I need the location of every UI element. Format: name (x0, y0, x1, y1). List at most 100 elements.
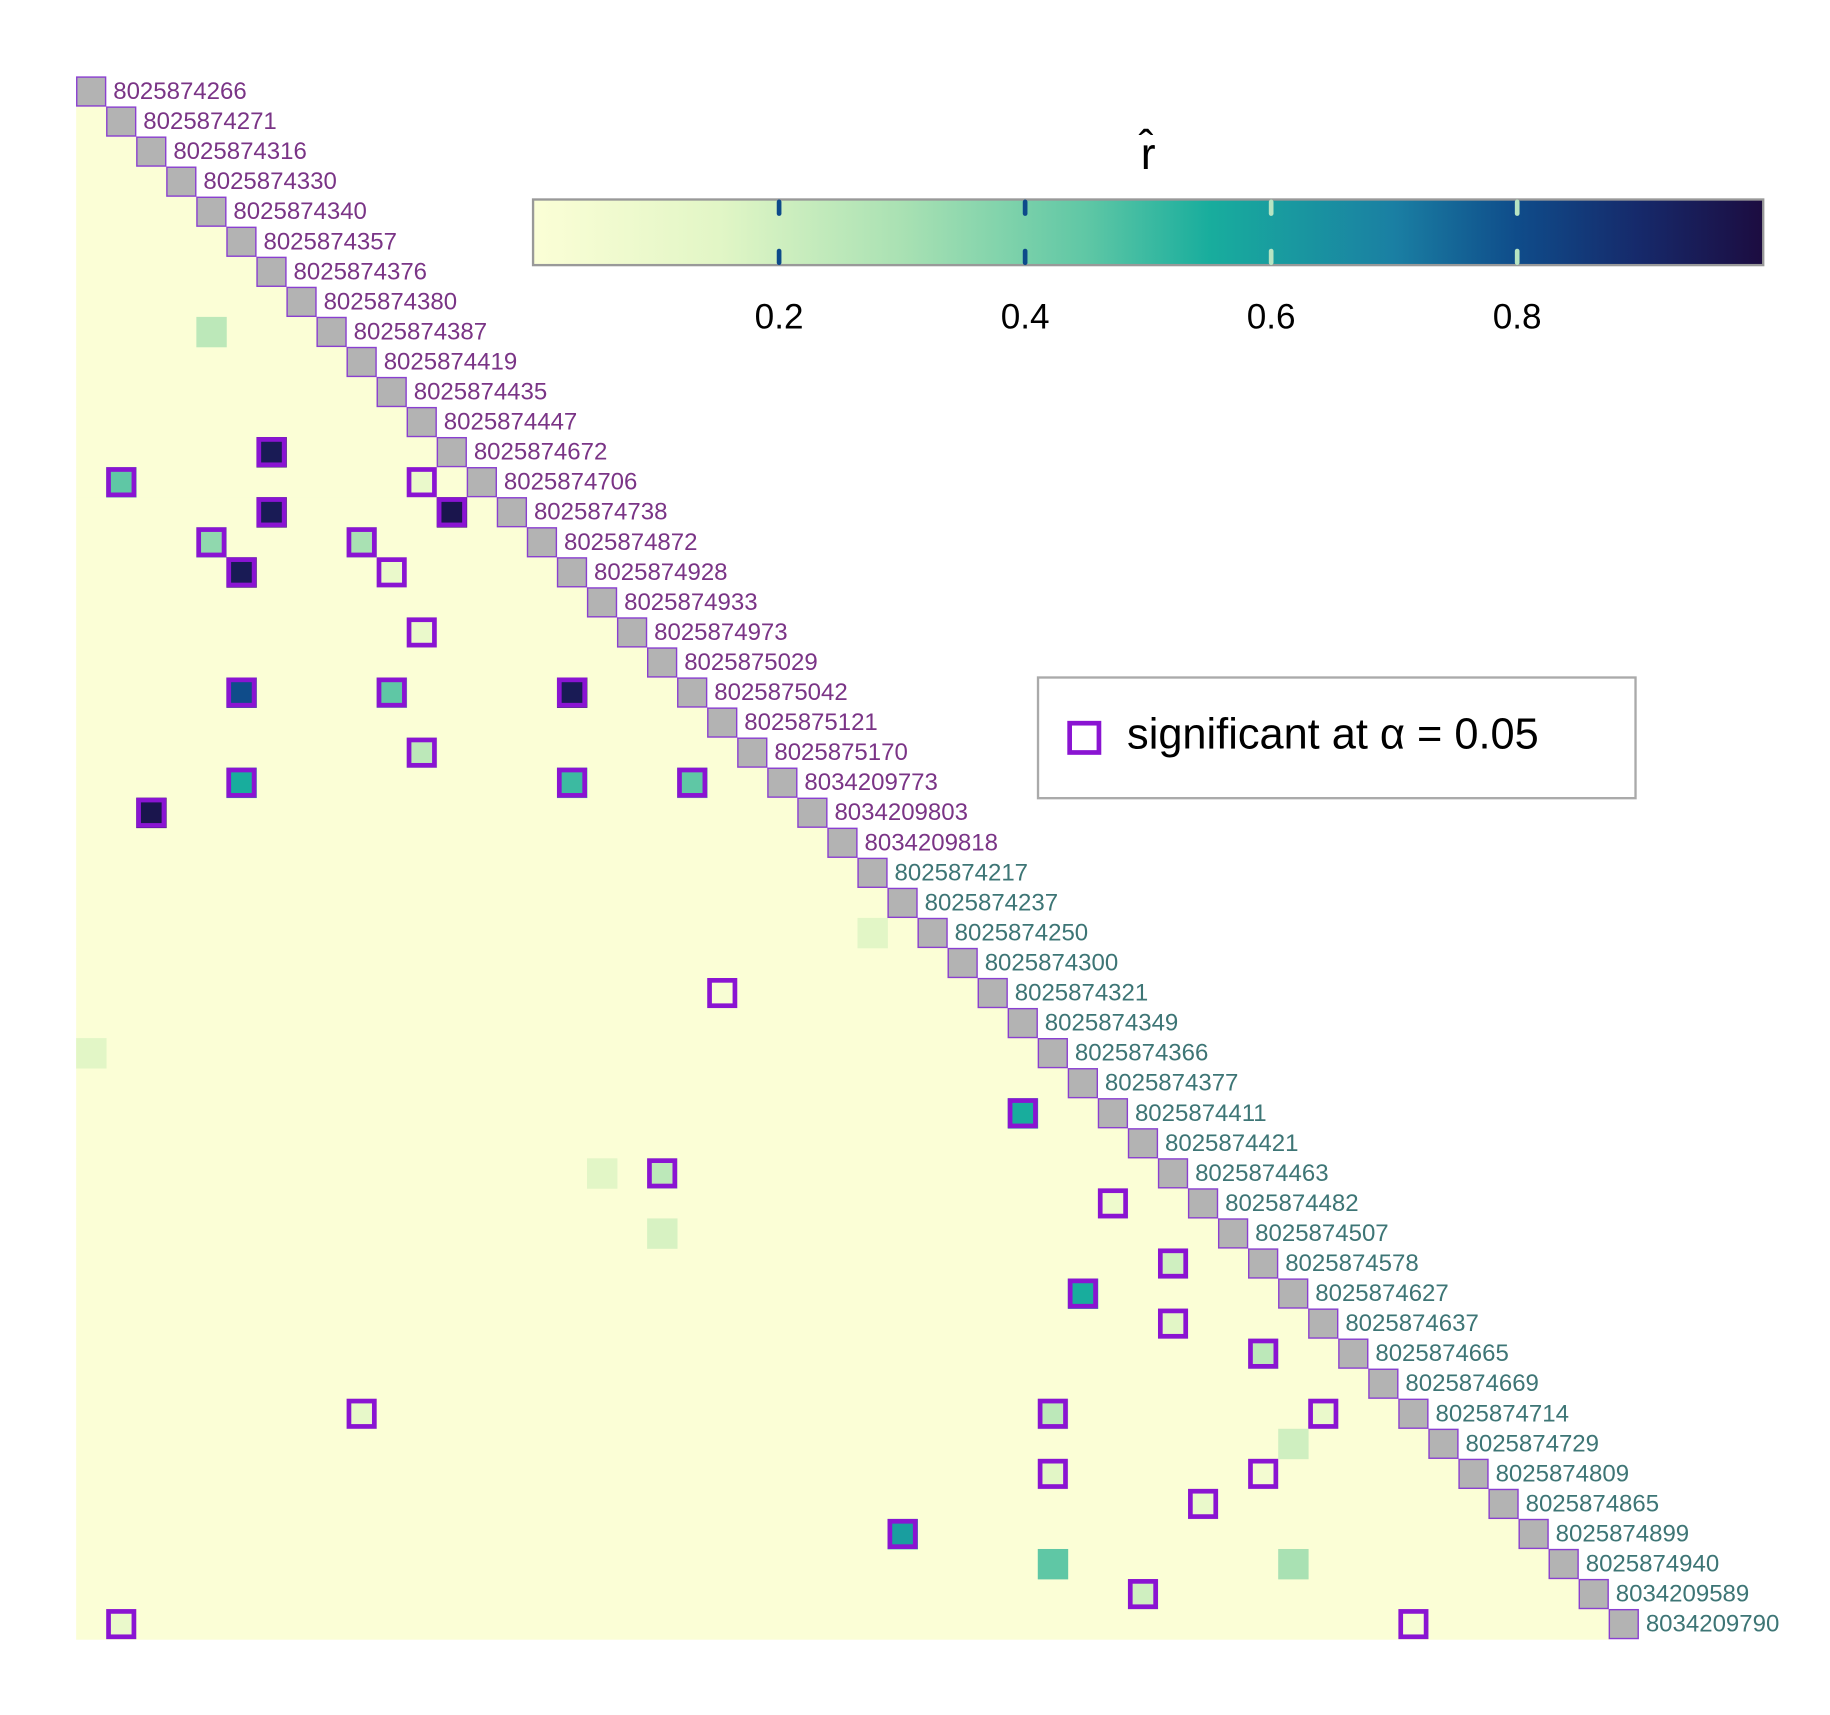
significant-marker (256, 437, 287, 468)
background-row (76, 887, 889, 919)
diagonal-cell (1278, 1278, 1309, 1309)
cell (1097, 1188, 1129, 1219)
background-row (76, 1038, 1039, 1069)
significant-marker (226, 557, 257, 588)
significant-marker (406, 467, 437, 498)
background-row (76, 1548, 1550, 1580)
cell (647, 1158, 678, 1189)
diagonal-cell (1488, 1488, 1519, 1520)
significant-marker (1127, 1579, 1158, 1610)
diagonal-cell (1428, 1428, 1459, 1459)
significant-marker (1308, 1398, 1339, 1429)
cell (196, 527, 227, 558)
significant-marker (406, 737, 437, 768)
row-label: 8025874729 (1466, 1430, 1599, 1457)
row-label: 8025874738 (534, 499, 667, 526)
cell (436, 497, 468, 528)
diagonal-cell (586, 587, 618, 618)
significant-marker (1157, 1248, 1189, 1279)
background-row (76, 1128, 1129, 1159)
background-row (76, 647, 648, 679)
significant-marker (1097, 1188, 1128, 1219)
diagonal-cell (556, 557, 588, 588)
row-label: 8025874872 (564, 529, 697, 556)
cell (346, 527, 378, 558)
background-row (76, 286, 288, 318)
background-row (76, 1188, 1189, 1220)
significant-marker (436, 497, 467, 528)
row-label: 8025874380 (324, 288, 457, 315)
row-label: 8025874447 (444, 409, 577, 436)
row-label: 8025875042 (714, 679, 847, 706)
diagonal-cell (827, 827, 858, 858)
row-label: 8025874809 (1496, 1460, 1629, 1487)
cell (196, 316, 227, 348)
background-row (76, 827, 829, 859)
row-label: 8025874271 (143, 108, 276, 135)
diagonal-cell (1398, 1398, 1429, 1429)
diagonal-cell (647, 647, 678, 678)
row-label: 8025874940 (1586, 1551, 1719, 1578)
cell (76, 1038, 107, 1069)
cell (256, 497, 287, 528)
significant-marker (1248, 1458, 1279, 1489)
diagonal-cell (256, 256, 287, 287)
cell (1248, 1458, 1279, 1490)
significant-marker (647, 1158, 678, 1189)
background-row (76, 587, 588, 618)
row-label: 8034209773 (804, 769, 937, 796)
significant-marker (376, 557, 407, 588)
row-label: 8025874865 (1526, 1490, 1659, 1517)
significant-marker (136, 797, 167, 828)
row-label: 8025874300 (985, 950, 1118, 977)
cell (1127, 1579, 1159, 1610)
diagonal-cell (1127, 1128, 1159, 1159)
row-label: 8034209589 (1616, 1581, 1749, 1608)
significant-marker (106, 1609, 137, 1640)
row-label: 8025874340 (233, 198, 366, 225)
diagonal-cell (947, 947, 978, 979)
row-label: 8025874627 (1315, 1280, 1448, 1307)
diagonal-cell (1097, 1098, 1129, 1129)
diagonal-cell (1548, 1548, 1579, 1580)
diagonal-cell (1578, 1578, 1609, 1610)
background-row (76, 256, 258, 288)
significant-marker (1157, 1308, 1189, 1339)
row-label: 8025874973 (654, 619, 787, 646)
row-label: 8025874357 (263, 228, 396, 255)
diagonal-cell (887, 887, 918, 919)
background-row (76, 467, 468, 498)
diagonal-cell (917, 917, 948, 949)
cell (226, 677, 257, 708)
diagonal-cell (316, 316, 347, 348)
significant-marker (256, 497, 287, 528)
cell (1037, 1548, 1069, 1580)
row-label: 8025875170 (774, 739, 907, 766)
diagonal-cell (797, 797, 828, 828)
significant-marker (346, 527, 377, 558)
row-label: 8025874637 (1345, 1310, 1478, 1337)
diagonal-cell (737, 737, 768, 768)
diagonal-cell (1067, 1068, 1099, 1099)
diagonal-cell (1007, 1007, 1038, 1039)
significant-marker (346, 1398, 377, 1429)
legend (1036, 676, 1637, 800)
background-row (76, 1338, 1339, 1370)
significant-marker (887, 1518, 918, 1549)
row-label: 8025874672 (474, 439, 607, 466)
row-label: 8025874419 (384, 348, 517, 375)
row-label: 8025874706 (504, 469, 637, 496)
diagonal-cell (857, 857, 888, 888)
background-row (76, 947, 949, 979)
diagonal-cell (1338, 1338, 1369, 1369)
diagonal-cell (1157, 1158, 1189, 1189)
background-row (76, 1248, 1249, 1280)
colorbar-title: r̂ (1138, 128, 1156, 179)
background-row (76, 1068, 1069, 1099)
background-row (76, 1008, 1009, 1039)
row-label: 8025874376 (294, 258, 427, 285)
colorbar (531, 198, 1765, 267)
significant-marker (556, 677, 588, 708)
